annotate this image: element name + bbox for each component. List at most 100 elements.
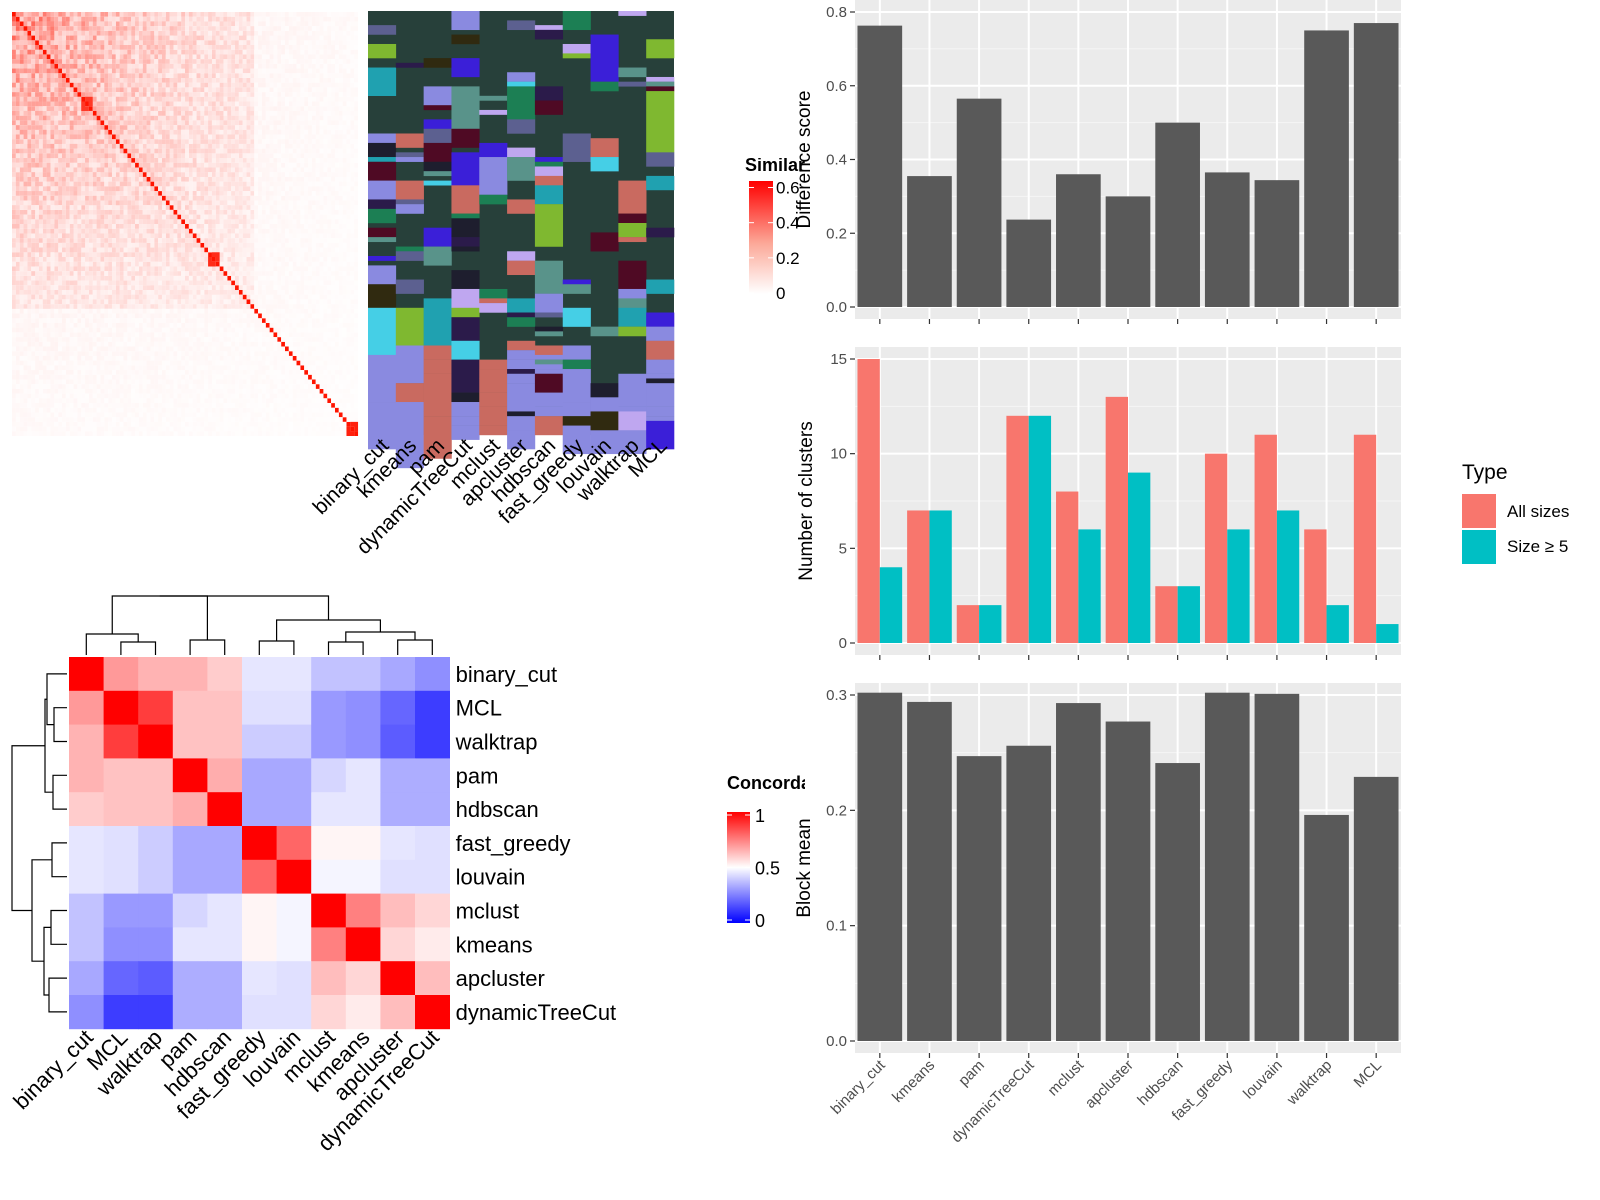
similarity-cells (50, 59, 359, 437)
type-legend: Type All sizes Size ≥ 5 (1462, 461, 1569, 564)
concordance-cell (172, 792, 208, 827)
similarity-cells (12, 12, 359, 437)
concordance-cell (69, 792, 104, 827)
similarity-cells (12, 35, 16, 41)
assignment-block (618, 326, 647, 337)
similarity-cells (12, 82, 16, 88)
assignment-block (618, 373, 647, 407)
concordance-cell (276, 657, 312, 692)
concordance-cell (242, 893, 277, 928)
concordance-cell (345, 961, 381, 996)
assignment-method-labels: binary_cutkmeanspamdynamicTreeCutmclusta… (309, 434, 672, 559)
bar-all-sizes-louvain (1254, 434, 1277, 643)
assignment-block (562, 425, 591, 455)
assignment-block (479, 194, 508, 205)
assignment-block (451, 425, 480, 440)
similarity-cells (35, 44, 251, 309)
assignment-block (507, 81, 536, 87)
concordance-cell (415, 893, 450, 928)
assignment-block (590, 138, 619, 158)
assignment-block (451, 288, 480, 308)
bar-hdbscan (1155, 122, 1200, 307)
assignment-block (451, 11, 480, 31)
assignment-block (646, 279, 675, 294)
assignment-block (562, 369, 591, 403)
row-dendrogram-link (48, 977, 67, 1013)
assignment-block (534, 416, 564, 436)
concordance-row-kmeans: kmeans (456, 932, 533, 957)
similarity-cells (12, 49, 16, 55)
similarity-cells (12, 12, 359, 432)
assignment-block (368, 387, 397, 403)
concordance-cell (103, 961, 139, 996)
similarity-cells (19, 92, 251, 309)
assignment-block (646, 420, 675, 450)
assignment-block (368, 133, 397, 144)
bar-size-5-binary-cut (879, 567, 903, 643)
concordance-row-mcl: MCL (456, 696, 502, 721)
y-tick-label: 0.0 (826, 1033, 847, 1050)
concordance-cell (138, 995, 174, 1030)
concordance-cell (103, 724, 139, 759)
assignment-block (534, 260, 564, 294)
assignment-block (534, 175, 564, 186)
concordance-cell (69, 724, 104, 759)
assignment-block (451, 58, 480, 78)
similarity-cells (185, 49, 189, 55)
assignment-block (590, 383, 619, 398)
similarity-legend: Similarity 0 0.2 0.4 0.6 (745, 158, 806, 303)
assignment-block (451, 152, 480, 186)
assignment-block (534, 369, 564, 374)
concordance-cell (311, 927, 347, 962)
concordance-cell (242, 724, 277, 759)
concordance-cell (311, 690, 347, 725)
assignment-block (479, 378, 508, 393)
similarity-cells (15, 21, 20, 27)
assignment-block (423, 298, 452, 346)
assignment-block (590, 232, 619, 252)
bar-binary-cut (857, 692, 903, 1041)
similarity-cells (12, 54, 43, 60)
x-label-binary-cut: binary_cut (828, 1056, 890, 1118)
assignment-block (534, 312, 564, 318)
assignment-block (395, 246, 424, 252)
concordance-cell (242, 792, 277, 827)
assignment-block (451, 340, 480, 360)
assignment-block (368, 67, 397, 96)
assignment-block (534, 406, 564, 417)
column-dendrogram-link (189, 639, 226, 655)
concordance-cell (380, 826, 416, 861)
x-label-louvain: louvain (1240, 1057, 1286, 1103)
assignment-block (534, 364, 564, 370)
row-dendrogram-link (53, 707, 67, 743)
similarity-cells (15, 26, 20, 31)
concordance-cell (415, 961, 450, 996)
similarity-cells (19, 21, 55, 55)
concordance-cell (69, 961, 104, 996)
similarity-cells (12, 16, 359, 437)
concordance-row-labels: binary_cut MCL walktrap pam hdbscan fast_gree… (455, 662, 617, 1025)
bar-size-5-mclust (1078, 529, 1101, 643)
concordance-cell (207, 690, 243, 725)
concordance-cell (311, 893, 347, 928)
legend-key-all-sizes (1462, 494, 1496, 528)
assignment-block (534, 331, 564, 337)
concordance-cell (172, 758, 208, 793)
assignment-block (646, 76, 675, 82)
assignment-block (368, 25, 397, 35)
assignment-block (646, 416, 675, 422)
concordance-cell (138, 927, 174, 962)
assignment-block (618, 260, 647, 290)
assignment-block (368, 208, 397, 224)
assignment-block (368, 161, 397, 181)
similarity-cells (96, 30, 359, 437)
assignment-block (368, 237, 397, 243)
concordance-cell (345, 758, 381, 793)
assignment-block (646, 39, 675, 59)
similarity-cells (31, 26, 70, 74)
assignment-block (423, 128, 452, 144)
assignment-block (562, 43, 591, 54)
assignment-block (507, 199, 536, 214)
concordance-cell (207, 826, 243, 861)
y-tick-label: 0.1 (826, 918, 847, 935)
